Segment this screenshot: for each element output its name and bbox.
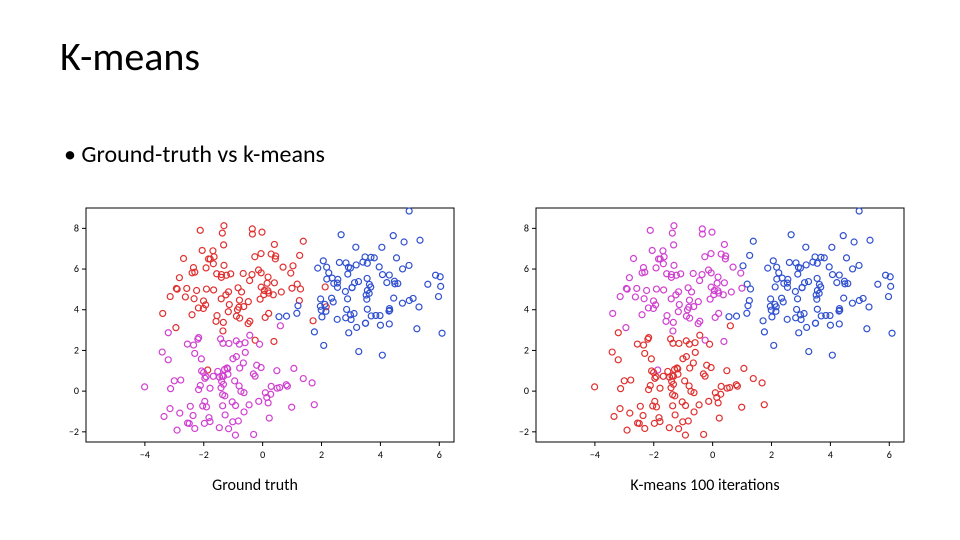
- svg-text:0: 0: [524, 384, 529, 397]
- svg-text:4: 4: [828, 448, 833, 461]
- svg-text:4: 4: [378, 448, 383, 461]
- svg-text:2: 2: [74, 343, 79, 356]
- bullet-text: Ground-truth vs k-means: [64, 140, 325, 169]
- svg-text:−2: −2: [69, 425, 79, 438]
- svg-text:−2: −2: [199, 448, 209, 461]
- plot-left: −4 −2 0 2 4 6 −2 0 2 4 6 8: [50, 200, 460, 470]
- svg-text:−2: −2: [519, 425, 529, 438]
- svg-text:2: 2: [524, 343, 529, 356]
- svg-text:−4: −4: [590, 448, 600, 461]
- plot-left-card: −4 −2 0 2 4 6 −2 0 2 4 6 8 Ground truth: [50, 200, 460, 495]
- svg-text:2: 2: [319, 448, 324, 461]
- caption-left: Ground truth: [212, 476, 298, 495]
- svg-text:−4: −4: [140, 448, 150, 461]
- svg-text:0: 0: [74, 384, 79, 397]
- scatter-left: −4 −2 0 2 4 6 −2 0 2 4 6 8: [50, 200, 460, 470]
- svg-text:0: 0: [260, 448, 265, 461]
- svg-text:6: 6: [74, 262, 79, 275]
- page-title: K-means: [60, 32, 200, 81]
- svg-text:4: 4: [74, 303, 79, 316]
- plot-right-card: −4 −2 0 2 4 6 −2 0 2 4 6 8 K-means 100 iterations: [500, 200, 910, 495]
- svg-text:8: 8: [524, 221, 529, 234]
- plots-row: −4 −2 0 2 4 6 −2 0 2 4 6 8 Ground truth −4 −2 0 2 4 6 −2 0…: [50, 200, 910, 495]
- svg-text:8: 8: [74, 221, 79, 234]
- svg-text:6: 6: [524, 262, 529, 275]
- svg-text:0: 0: [710, 448, 715, 461]
- svg-text:2: 2: [769, 448, 774, 461]
- svg-text:6: 6: [887, 448, 892, 461]
- caption-right: K-means 100 iterations: [630, 476, 779, 495]
- scatter-right: −4 −2 0 2 4 6 −2 0 2 4 6 8: [500, 200, 910, 470]
- svg-text:6: 6: [437, 448, 442, 461]
- svg-text:4: 4: [524, 303, 529, 316]
- svg-text:−2: −2: [649, 448, 659, 461]
- plot-right: −4 −2 0 2 4 6 −2 0 2 4 6 8: [500, 200, 910, 470]
